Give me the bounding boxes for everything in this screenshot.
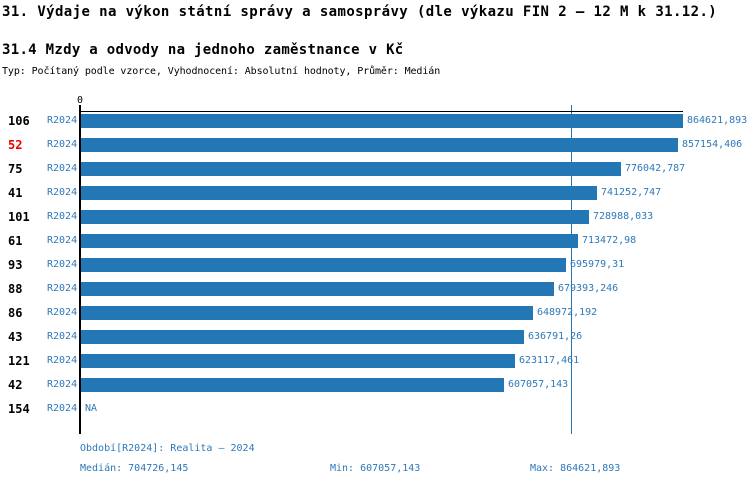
row-value-label: 864621,893 xyxy=(687,115,748,126)
chart-row: 41 R2024 741252,747 xyxy=(0,186,750,210)
row-value-label: 648972,192 xyxy=(537,307,598,318)
bar xyxy=(81,138,678,152)
bar xyxy=(81,306,533,320)
chart-row: 61 R2024 713472,98 xyxy=(0,234,750,258)
row-period-label: R2024 xyxy=(47,211,78,222)
row-rank-label: 106 xyxy=(8,114,30,128)
row-value-label: 741252,747 xyxy=(601,187,662,198)
row-rank-label: 88 xyxy=(8,282,23,296)
chart-subtitle: 31.4 Mzdy a odvody na jednoho zaměstnanc… xyxy=(2,42,404,58)
row-rank-label: 41 xyxy=(8,186,23,200)
row-period-label: R2024 xyxy=(47,163,78,174)
row-period-label: R2024 xyxy=(47,259,78,270)
row-period-label: R2024 xyxy=(47,283,78,294)
row-period-label: R2024 xyxy=(47,235,78,246)
row-value-label: 607057,143 xyxy=(508,379,569,390)
row-value-label: 857154,406 xyxy=(682,139,743,150)
chart-row: 86 R2024 648972,192 xyxy=(0,306,750,330)
bar xyxy=(81,282,554,296)
x-axis-line xyxy=(79,111,683,112)
row-period-label: R2024 xyxy=(47,115,78,126)
bar-rows-container: 106 R2024 864621,893 52 R2024 857154,406 75 R20… xyxy=(0,114,750,426)
row-rank-label: 101 xyxy=(8,210,30,224)
row-value-label: 679393,246 xyxy=(558,283,619,294)
footer-median-value: Medián: 704726,145 xyxy=(80,463,189,474)
row-value-label: 695979,31 xyxy=(570,259,625,270)
bar xyxy=(81,186,597,200)
row-rank-label: 86 xyxy=(8,306,23,320)
row-period-label: R2024 xyxy=(47,307,78,318)
row-period-label: R2024 xyxy=(47,379,78,390)
bar xyxy=(81,378,504,392)
bar xyxy=(81,162,621,176)
bar xyxy=(81,330,524,344)
row-rank-label: 154 xyxy=(8,402,30,416)
chart-row: 52 R2024 857154,406 xyxy=(0,138,750,162)
row-value-label: 636791,26 xyxy=(528,331,583,342)
row-rank-label: 121 xyxy=(8,354,30,368)
footer-min-value: Min: 607057,143 xyxy=(330,463,421,474)
row-rank-label: 43 xyxy=(8,330,23,344)
chart-row: 106 R2024 864621,893 xyxy=(0,114,750,138)
chart-row: 101 R2024 728988,033 xyxy=(0,210,750,234)
row-value-label: 623117,461 xyxy=(519,355,580,366)
row-period-label: R2024 xyxy=(47,187,78,198)
row-na-label: NA xyxy=(85,403,98,414)
chart-meta-line: Typ: Počítaný podle vzorce, Vyhodnocení:… xyxy=(2,66,441,77)
bar xyxy=(81,234,578,248)
bar xyxy=(81,210,589,224)
chart-row: 154 R2024 NA xyxy=(0,402,750,426)
chart-title: 31. Výdaje na výkon státní správy a samo… xyxy=(2,4,718,20)
row-rank-label: 61 xyxy=(8,234,23,248)
chart-row: 42 R2024 607057,143 xyxy=(0,378,750,402)
row-period-label: R2024 xyxy=(47,139,78,150)
row-rank-label: 42 xyxy=(8,378,23,392)
x-axis-zero-label: 0 xyxy=(76,95,84,106)
chart-row: 93 R2024 695979,31 xyxy=(0,258,750,282)
row-period-label: R2024 xyxy=(47,331,78,342)
row-period-label: R2024 xyxy=(47,403,78,414)
row-rank-label: 93 xyxy=(8,258,23,272)
row-value-label: 728988,033 xyxy=(593,211,654,222)
row-period-label: R2024 xyxy=(47,355,78,366)
row-value-label: 713472,98 xyxy=(582,235,637,246)
row-rank-label: 52 xyxy=(8,138,23,152)
chart-row: 88 R2024 679393,246 xyxy=(0,282,750,306)
bar xyxy=(81,354,515,368)
y-axis-line xyxy=(79,110,81,434)
footer-period-label: Období[R2024]: Realita – 2024 xyxy=(80,443,255,454)
bar xyxy=(81,114,683,128)
x-axis-zero-tick xyxy=(79,105,81,112)
chart-row: 75 R2024 776042,787 xyxy=(0,162,750,186)
row-rank-label: 75 xyxy=(8,162,23,176)
chart-row: 121 R2024 623117,461 xyxy=(0,354,750,378)
chart-row: 43 R2024 636791,26 xyxy=(0,330,750,354)
bar xyxy=(81,258,566,272)
median-line xyxy=(571,105,572,434)
footer-max-value: Max: 864621,893 xyxy=(530,463,621,474)
row-value-label: 776042,787 xyxy=(625,163,686,174)
